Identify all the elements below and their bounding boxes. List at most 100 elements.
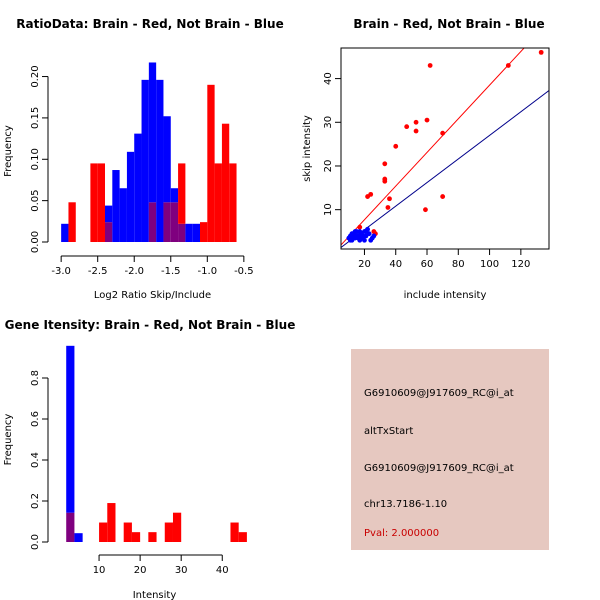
brain-bar: [229, 163, 237, 242]
brain-point: [413, 119, 419, 125]
info-panel: G6910609@J917609_RC@i_at altTxStart G691…: [351, 349, 549, 550]
brain-point: [440, 130, 446, 136]
brain-bar: [214, 163, 222, 242]
brain-bar: [178, 163, 186, 224]
overlap-bar: [148, 202, 157, 242]
not-brain-bar: [163, 116, 171, 203]
x-axis-label: Log2 Ratio Skip/Include: [94, 290, 211, 301]
brain-bar: [97, 163, 105, 242]
y-axis-label: skip intensity: [302, 115, 313, 182]
info-line-1: G6910609@J917609_RC@i_at: [364, 388, 514, 399]
chart-title: RatioData: Brain - Red, Not Brain - Blue: [16, 17, 283, 31]
brain-bar: [68, 202, 76, 242]
not-brain-point: [371, 233, 377, 239]
brain-point: [382, 161, 388, 167]
y-axis-label: Frequency: [3, 125, 14, 177]
y-tick-label: 0.05: [30, 190, 41, 212]
x-tick-label: 60: [421, 259, 434, 270]
brain-bar: [148, 532, 157, 542]
not-brain-bar: [105, 205, 113, 223]
info-line-4: chr13.7186-1.10: [364, 499, 447, 510]
x-tick-label: 20: [358, 259, 371, 270]
not-brain-bar: [156, 79, 164, 242]
x-tick-label: 40: [216, 565, 229, 576]
x-axis-label: include intensity: [404, 290, 487, 301]
brain-bar: [221, 123, 230, 242]
brain-bar: [172, 512, 182, 542]
not-brain-bar: [170, 188, 179, 203]
plot-box: [340, 47, 550, 250]
x-tick-label: 30: [175, 565, 188, 576]
brain-bar: [230, 522, 239, 542]
y-tick-label: 0.8: [30, 370, 41, 386]
not-brain-point: [360, 233, 366, 239]
chart-title: Gene Itensity: Brain - Red, Not Brain - …: [5, 318, 296, 332]
brain-bar: [207, 84, 215, 243]
not-brain-bar: [66, 345, 75, 513]
y-tick-label: 10: [323, 203, 334, 216]
brain-point: [538, 49, 544, 55]
not-brain-bar: [112, 170, 120, 242]
not-brain-point: [357, 229, 363, 234]
not-brain-point: [354, 233, 360, 239]
not-brain-bar: [141, 79, 149, 242]
info-panel-background: [351, 349, 549, 550]
not-brain-point: [352, 229, 358, 234]
x-tick-label: -0.5: [234, 266, 254, 277]
brain-bar: [200, 222, 208, 242]
overlap-bar: [163, 202, 171, 242]
overlap-bar: [105, 222, 113, 242]
x-tick-label: -1.5: [161, 266, 181, 277]
info-line-3: G6910609@J917609_RC@i_at: [364, 463, 514, 474]
brain-point: [387, 196, 392, 202]
brain-bar: [99, 522, 108, 542]
x-tick-label: 80: [452, 259, 465, 270]
not-brain-bar: [74, 533, 83, 542]
y-tick-label: 20: [323, 160, 334, 173]
brain-point: [427, 63, 433, 68]
brain-point: [505, 63, 511, 68]
fit-lines: [341, 48, 549, 248]
ratio-histogram-panel: RatioData: Brain - Red, Not Brain - Blue…: [3, 17, 284, 301]
y-tick-label: 0.20: [30, 65, 41, 87]
not-brain-bar: [119, 188, 127, 242]
x-tick-label: -1.0: [198, 266, 218, 277]
brain-point: [440, 194, 446, 199]
intensity-scatter-panel: Brain - Red, Not Brain - Blue 20 40 60 80 100…: [302, 17, 550, 301]
brain-point: [404, 124, 410, 130]
not-brain-bar: [192, 223, 200, 242]
y-tick-label: 0.0: [30, 534, 41, 550]
brain-point: [368, 191, 374, 197]
brain-point: [423, 207, 428, 213]
gene-intensity-histogram-panel: Gene Itensity: Brain - Red, Not Brain - …: [3, 318, 295, 600]
chart-title: Brain - Red, Not Brain - Blue: [353, 17, 544, 31]
y-axis-label: Frequency: [3, 414, 14, 466]
pval-text: Pval: 2.000000: [364, 528, 439, 539]
y-tick-label: 0.6: [30, 411, 41, 427]
overlap-bar: [66, 512, 75, 542]
x-axis-label: Intensity: [133, 590, 177, 600]
brain-bar: [90, 163, 98, 242]
y-tick-label: 0.00: [30, 231, 41, 253]
info-line-2: altTxStart: [364, 426, 413, 437]
x-tick-label: 10: [93, 565, 106, 576]
brain-point: [385, 205, 391, 210]
brain-bar: [164, 522, 173, 542]
not-brain-bar: [134, 133, 142, 242]
x-tick-label: 120: [511, 259, 530, 270]
not-brain-point: [362, 237, 367, 243]
x-tick-label: 20: [134, 565, 147, 576]
y-tick-label: 0.15: [30, 107, 41, 129]
overlap-bar: [178, 223, 186, 242]
brain-point: [393, 143, 399, 149]
x-tick-label: 40: [389, 259, 402, 270]
y-tick-label: 0.4: [30, 452, 41, 468]
not-brain-point: [363, 229, 369, 234]
y-tick-label: 40: [323, 72, 334, 85]
brain-bar: [131, 532, 141, 542]
not-brain-bar: [126, 151, 135, 242]
brain-point: [413, 128, 419, 134]
x-tick-label: 100: [480, 259, 499, 270]
brain-point: [424, 117, 430, 123]
